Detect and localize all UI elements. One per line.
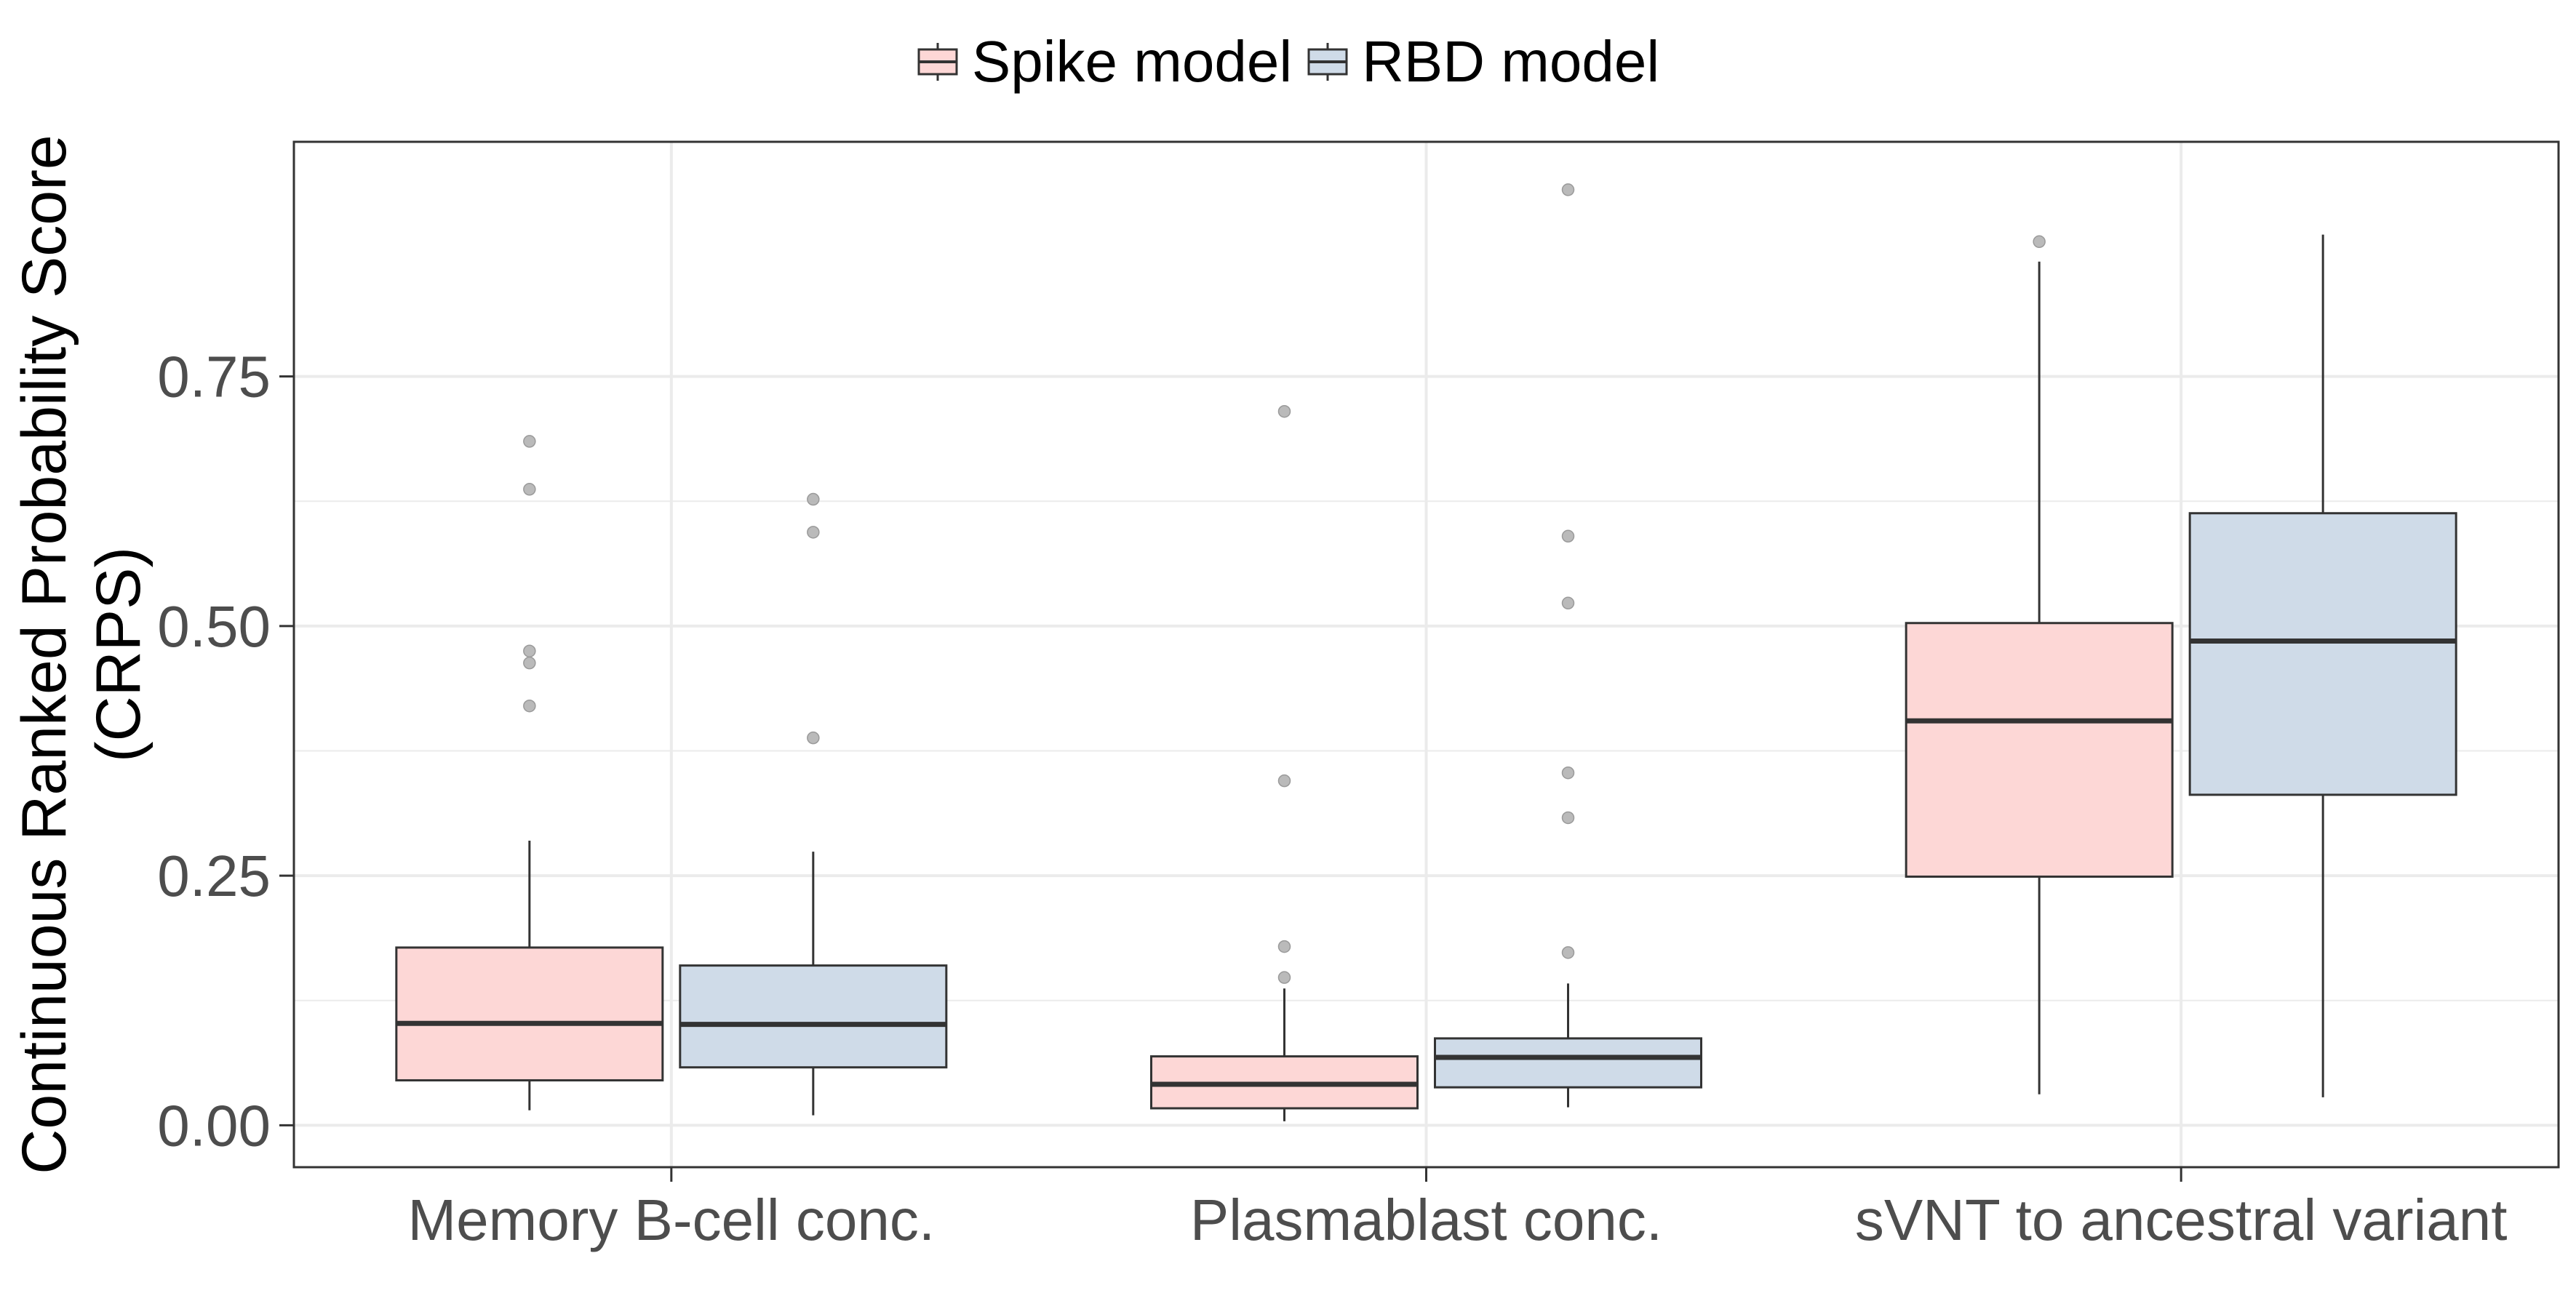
- outlier-point: [1561, 811, 1575, 825]
- outlier-point: [1277, 404, 1291, 418]
- outlier-point: [523, 483, 536, 496]
- outlier-point: [807, 731, 820, 745]
- outlier-point: [523, 699, 536, 713]
- outlier-point: [1561, 766, 1575, 780]
- legend-label-spike: Spike model: [971, 29, 1293, 94]
- outlier-point: [807, 492, 820, 506]
- box-iqr: [1434, 1037, 1702, 1089]
- y-axis-title-line1: Continuous Ranked Probability Score: [9, 135, 79, 1174]
- outlier-points: [523, 183, 2046, 984]
- y-axis-title-line2: (CRPS): [84, 547, 153, 762]
- box-rbd-model: [679, 852, 948, 1116]
- outlier-point: [1561, 529, 1575, 543]
- outlier-point: [523, 435, 536, 448]
- axes: 0.00 0.25 0.50 0.75 Memory B-cell conc. Plasm…: [157, 345, 2507, 1252]
- box-spike-model: [395, 841, 664, 1110]
- grid-lines: [294, 142, 2559, 1167]
- x-tick-label: Memory B-cell conc.: [408, 1188, 936, 1252]
- box-iqr: [679, 964, 948, 1069]
- box-spike-model: [1905, 261, 2174, 1094]
- y-tick-label: 0.50: [157, 594, 271, 659]
- box-iqr: [1905, 622, 2174, 878]
- y-tick-label: 0.75: [157, 345, 271, 409]
- box-spike-model: [1150, 988, 1419, 1121]
- box-iqr: [395, 946, 664, 1082]
- outlier-point: [523, 644, 536, 657]
- outlier-point: [2033, 235, 2046, 249]
- outlier-point: [1561, 183, 1575, 196]
- outlier-point: [1277, 971, 1291, 984]
- outlier-point: [807, 526, 820, 539]
- legend-key-rbd: [1307, 43, 1348, 81]
- box-rbd-model: [1434, 983, 1702, 1108]
- outlier-point: [1561, 596, 1575, 610]
- box-rbd-model: [2188, 234, 2457, 1097]
- legend-key-spike: [917, 43, 958, 81]
- outlier-point: [1277, 940, 1291, 953]
- legend-label-rbd: RBD model: [1362, 29, 1660, 94]
- legend-item-spike: Spike model: [917, 28, 1292, 95]
- legend-item-rbd: RBD model: [1307, 28, 1659, 95]
- outlier-point: [1277, 774, 1291, 788]
- outlier-point: [1561, 946, 1575, 959]
- x-tick-label: Plasmablast conc.: [1190, 1188, 1662, 1252]
- legend: Spike model RBD model: [0, 29, 2576, 95]
- y-tick-label: 0.00: [157, 1093, 271, 1158]
- boxes: [395, 234, 2457, 1121]
- outlier-point: [523, 656, 536, 670]
- y-tick-label: 0.25: [157, 844, 271, 908]
- box-iqr: [2188, 512, 2457, 796]
- x-tick-label: sVNT to ancestral variant: [1855, 1188, 2508, 1252]
